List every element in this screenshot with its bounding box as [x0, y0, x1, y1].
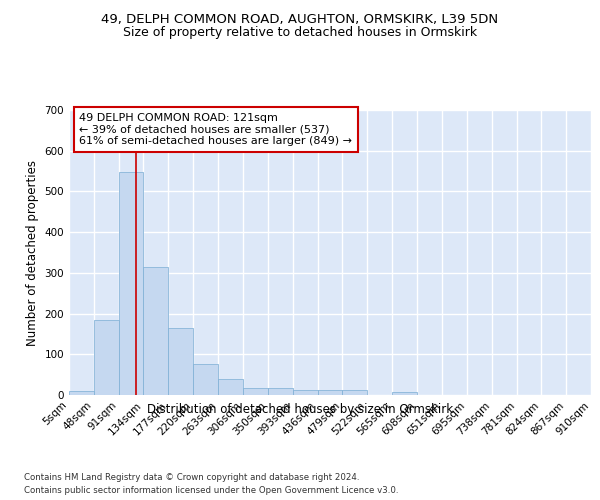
- Text: 49, DELPH COMMON ROAD, AUGHTON, ORMSKIRK, L39 5DN: 49, DELPH COMMON ROAD, AUGHTON, ORMSKIRK…: [101, 12, 499, 26]
- Text: Size of property relative to detached houses in Ormskirk: Size of property relative to detached ho…: [123, 26, 477, 39]
- Bar: [343, 390, 367, 395]
- Bar: [193, 364, 218, 395]
- Bar: [392, 392, 417, 395]
- Y-axis label: Number of detached properties: Number of detached properties: [26, 160, 39, 346]
- Bar: [218, 378, 242, 395]
- Bar: [143, 267, 168, 395]
- Bar: [94, 320, 119, 395]
- Bar: [293, 390, 317, 395]
- Bar: [268, 388, 293, 395]
- Bar: [69, 391, 94, 395]
- Bar: [242, 388, 268, 395]
- Bar: [317, 390, 343, 395]
- Bar: [168, 328, 193, 395]
- Text: Contains public sector information licensed under the Open Government Licence v3: Contains public sector information licen…: [24, 486, 398, 495]
- Text: Contains HM Land Registry data © Crown copyright and database right 2024.: Contains HM Land Registry data © Crown c…: [24, 472, 359, 482]
- Bar: [119, 172, 143, 395]
- Text: Distribution of detached houses by size in Ormskirk: Distribution of detached houses by size …: [147, 402, 453, 415]
- Text: 49 DELPH COMMON ROAD: 121sqm
← 39% of detached houses are smaller (537)
61% of s: 49 DELPH COMMON ROAD: 121sqm ← 39% of de…: [79, 113, 352, 146]
